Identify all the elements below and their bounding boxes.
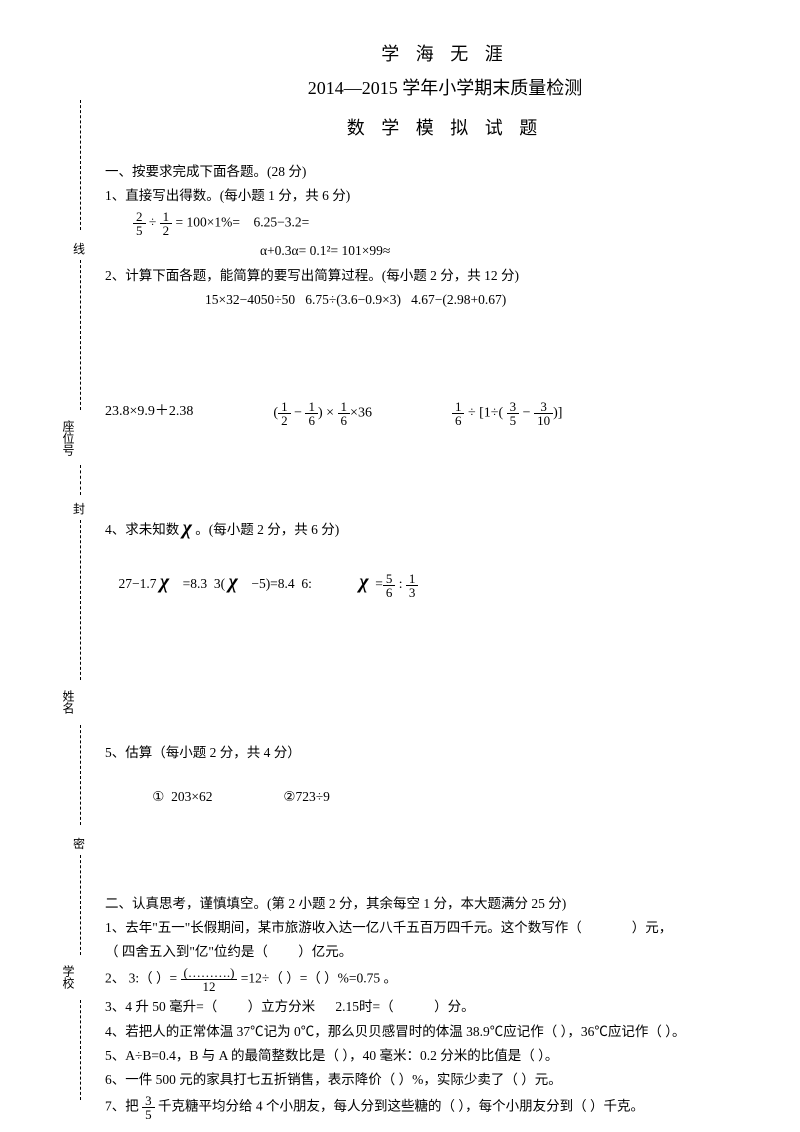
s2-q4: 4、若把人的正常体温 37℃记为 0℃，那么贝贝感冒时的体温 38.9℃应记作（…: [105, 1022, 785, 1042]
q4-title: 4、求未知数 χ 。(每小题 2 分，共 6 分): [105, 513, 785, 543]
q5-title: 5、估算（每小题 2 分，共 4 分）: [105, 743, 785, 763]
q2-row2: 23.8×9.9＋2.38 (12 − 16) × 16×36 16 ÷ [1÷…: [105, 400, 785, 427]
s2-q7: 7、把 35 千克糖平均分给 4 个小朋友，每人分到这些糖的（ ），每个小朋友分…: [105, 1094, 785, 1121]
margin-line-4: [80, 855, 81, 955]
page-content: 学 海 无 涯 2014—2015 学年小学期末质量检测 数 学 模 拟 试 题…: [105, 40, 785, 1125]
margin-underline-2: [80, 725, 81, 825]
header-title: 2014—2015 学年小学期末质量检测: [105, 74, 785, 100]
q2-title: 2、计算下面各题，能简算的要写出简算过程。(每小题 2 分，共 12 分): [105, 266, 785, 286]
margin-word-line: 线: [73, 240, 85, 257]
header-subject: 数 学 模 拟 试 题: [105, 114, 785, 140]
q2-e2: (12 − 16) × 16×36: [273, 400, 372, 427]
margin-word-seal: 封: [73, 500, 85, 517]
q1-title: 1、直接写出得数。(每小题 1 分，共 6 分): [105, 186, 785, 206]
s2-q6: 6、一件 500 元的家具打七五折销售，表示降价（ ）%，实际少卖了（ ）元。: [105, 1070, 785, 1090]
section-1-title: 一、按要求完成下面各题。(28 分): [105, 160, 785, 180]
q2-e1: 23.8×9.9＋2.38: [105, 400, 193, 427]
variable-x: χ: [183, 517, 192, 539]
margin-label-school: 学校: [60, 965, 77, 989]
margin-line-1: [80, 100, 81, 230]
margin-label-name: 姓名: [60, 690, 77, 714]
s2-q1: 1、去年"五一"长假期间，某市旅游收入达一亿八千五百万四千元。这个数写作（）元，: [105, 918, 785, 938]
frac-2-5: 25: [133, 210, 146, 237]
q1-row1-text2: 6.25−3.2=: [254, 215, 310, 230]
q1-row1-text1: = 100×1%=: [176, 215, 240, 230]
margin-line-2: [80, 260, 81, 410]
q2-e3: 16 ÷ [1÷( 35 − 310)]: [452, 400, 562, 427]
margin-underline-3: [80, 1000, 81, 1100]
q5-row: ① 203×62 ②723÷9: [105, 767, 785, 828]
s2-q5: 5、A÷B=0.4，B 与 A 的最简整数比是（ ），40 毫米：0.2 分米的…: [105, 1046, 785, 1066]
margin-line-3: [80, 520, 81, 680]
q2-row1: 15×32−4050÷50 6.75÷(3.6−0.9×3) 4.67−(2.9…: [205, 290, 785, 310]
margin-word-secret: 密: [73, 835, 85, 852]
header-motto: 学 海 无 涯: [105, 40, 785, 66]
s2-q2: 2、 3:（ ）= (……….)12 =12÷（ ）=（ ）%=0.75 。: [105, 966, 785, 993]
frac-blank-12: (……….)12: [181, 966, 238, 993]
s2-q1c: （ 四舍五入到"亿"位约是（ ）亿元。: [105, 942, 785, 962]
binding-margin: 线 座位号 封 姓名 密 学校: [30, 60, 90, 1080]
q1-row1: 25 ÷ 12 = 100×1%= 6.25−3.2=: [133, 210, 785, 237]
frac-3-5: 35: [142, 1094, 155, 1121]
section-2-title: 二、认真思考，谨慎填空。(第 2 小题 2 分，其余每空 1 分，本大题满分 2…: [105, 892, 785, 912]
q1-row2: α+0.3α= 0.1²= 101×99≈: [260, 241, 785, 261]
frac-1-2: 12: [160, 210, 173, 237]
margin-label-seat: 座位号: [60, 420, 77, 456]
q4-row: 27−1.7 χ =8.3 3( χ −5)=8.4 6: χ =56 : 13: [105, 547, 785, 619]
s2-q3: 3、4 升 50 毫升=（ ）立方分米 2.15时=（ ）分。: [105, 997, 785, 1017]
margin-underline-1: [80, 465, 81, 495]
